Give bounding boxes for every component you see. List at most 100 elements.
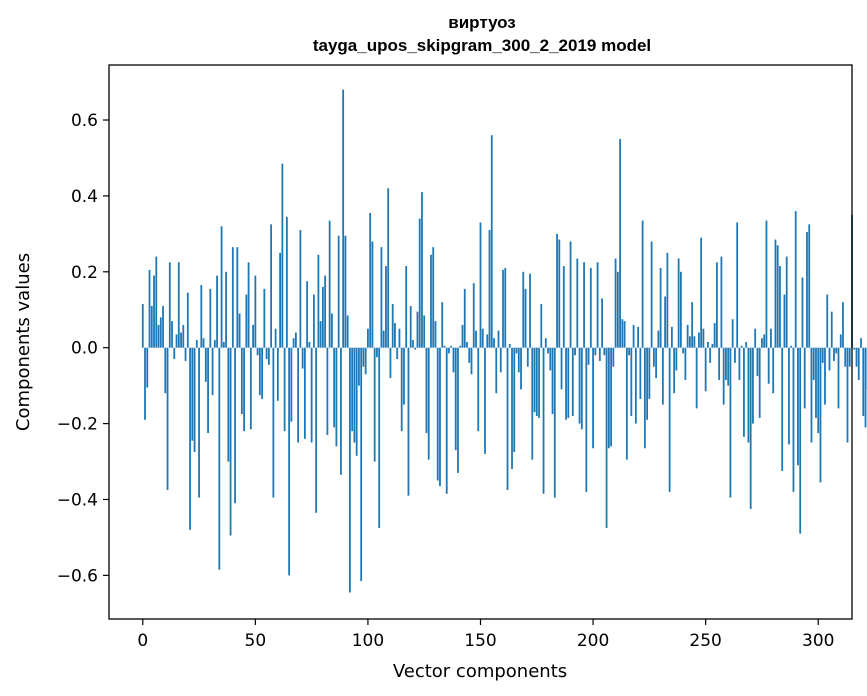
bar-188 [565,347,567,420]
x-tick-label: 150 [464,631,496,651]
bar-269 [747,347,750,443]
x-axis-ticks: 0 50 100 150 200 250 300 [137,619,834,651]
bar-70 [299,230,302,348]
bar-22 [191,347,194,441]
bar-114 [398,328,401,348]
bar-102 [371,241,374,348]
bar-280 [772,347,775,394]
bar-298 [812,347,815,380]
bar-78 [317,254,320,348]
bar-197 [585,347,588,492]
bar-79 [319,321,322,348]
bar-209 [612,347,615,367]
bar-207 [607,347,610,449]
bar-212 [619,138,621,348]
bar-161 [504,268,507,348]
bar-130 [434,321,437,348]
bar-318 [857,347,860,380]
bar-45 [243,347,245,432]
bar-31 [211,347,214,396]
bar-290 [794,211,797,348]
bar-10 [164,347,167,394]
bar-185 [558,239,561,348]
bar-317 [855,347,858,367]
bar-272 [754,328,757,348]
bar-204 [601,298,603,348]
bar-256 [718,347,721,380]
bar-194 [578,347,581,424]
bar-183 [553,347,556,498]
bar-47 [247,262,250,348]
bar-252 [709,347,712,363]
bar-175 [535,347,538,416]
bar-301 [819,347,822,483]
bar-36 [222,342,225,348]
bar-150 [479,222,482,348]
bar-49 [252,324,254,348]
bar-216 [628,347,630,356]
bar-275 [761,338,763,348]
bar-119 [409,305,412,348]
bar-189 [567,347,570,418]
bar-101 [369,212,372,348]
bar-234 [668,347,671,492]
bar-180 [547,347,549,354]
bar-97 [360,347,363,582]
x-tick-label: 50 [245,631,267,651]
bar-112 [394,323,396,348]
bar-260 [727,347,730,386]
bar-304 [826,294,829,348]
bar-32 [213,340,216,348]
bar-13 [171,321,173,348]
bar-288 [790,345,793,348]
bar-170 [524,288,527,348]
bar-3 [148,269,151,348]
bar-140 [457,347,459,473]
chart-subtitle: tayga_upos_skipgram_300_2_2019 model [313,36,651,55]
bar-266 [740,345,743,348]
bar-24 [195,340,198,348]
bar-92 [349,347,351,593]
bar-12 [168,262,171,348]
bar-309 [837,347,840,409]
bar-98 [362,347,365,367]
bar-80 [321,286,324,348]
bar-87 [337,235,340,348]
bar-178 [542,347,545,494]
bar-193 [576,258,579,348]
bar-14 [173,347,176,360]
bar-8 [159,317,162,348]
bar-137 [450,345,453,348]
bar-182 [551,347,554,415]
bar-214 [623,321,626,348]
y-tick-label: −0.4 [57,490,98,510]
bar-226 [650,241,653,348]
bar-245 [693,336,696,348]
bar-23 [193,347,196,453]
x-tick-label: 100 [352,631,384,651]
bar-146 [470,347,473,375]
bar-35 [220,226,223,348]
bar-268 [745,342,748,348]
bar-94 [353,347,356,443]
bar-237 [675,347,678,371]
bar-136 [448,347,450,354]
bar-123 [418,218,421,348]
bar-111 [391,304,394,348]
bar-39 [229,347,232,536]
bar-115 [400,347,403,432]
bar-302 [821,347,824,363]
bar-192 [574,347,576,356]
bar-264 [736,222,739,348]
bar-16 [177,262,180,348]
bar-225 [648,347,651,399]
bar-282 [776,245,779,348]
bar-143 [463,288,466,348]
bar-238 [677,258,680,348]
bar-105 [378,347,381,528]
bar-162 [506,347,509,490]
bar-134 [443,345,446,348]
bar-2 [146,347,149,388]
bar-220 [637,326,640,348]
bar-300 [817,347,820,434]
